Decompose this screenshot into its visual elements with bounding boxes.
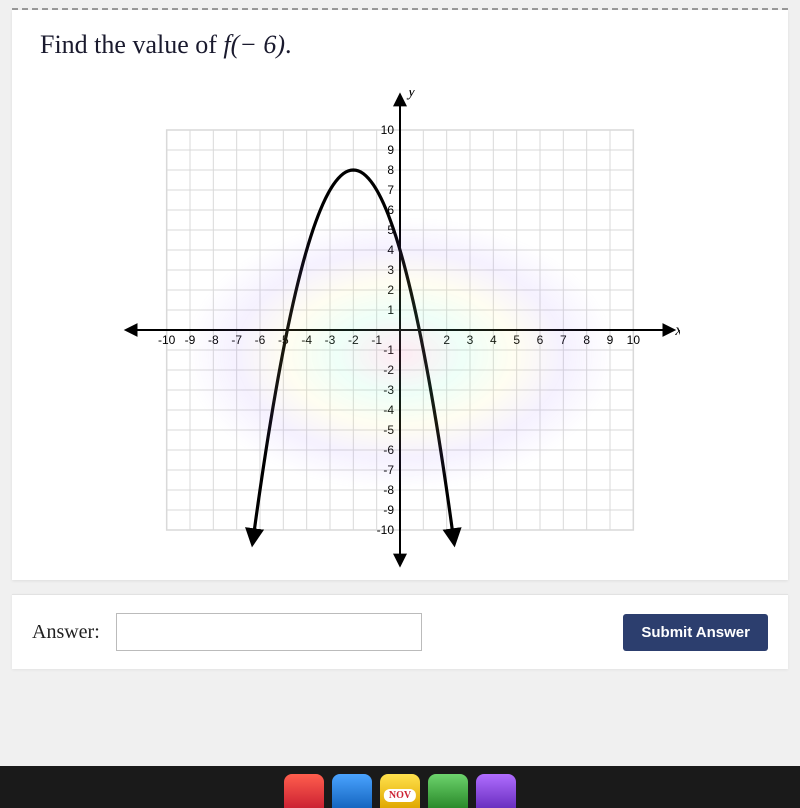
svg-text:1: 1 — [387, 303, 394, 317]
prompt-func: f — [223, 30, 230, 59]
svg-text:-1: -1 — [371, 333, 382, 347]
svg-text:4: 4 — [490, 333, 497, 347]
svg-text:6: 6 — [537, 333, 544, 347]
svg-text:-3: -3 — [325, 333, 336, 347]
svg-text:9: 9 — [607, 333, 614, 347]
graph-svg: xy-10-9-8-7-6-5-4-3-2-123456789101234567… — [120, 90, 680, 570]
answer-input[interactable] — [116, 613, 422, 651]
svg-text:2: 2 — [387, 283, 394, 297]
svg-text:-9: -9 — [185, 333, 196, 347]
prompt-arg: (− 6) — [231, 30, 285, 59]
svg-text:7: 7 — [560, 333, 567, 347]
svg-text:10: 10 — [627, 333, 641, 347]
svg-text:8: 8 — [387, 163, 394, 177]
svg-text:9: 9 — [387, 143, 394, 157]
svg-text:-3: -3 — [383, 383, 394, 397]
svg-text:-7: -7 — [383, 463, 394, 477]
svg-text:2: 2 — [443, 333, 450, 347]
svg-text:10: 10 — [381, 123, 395, 137]
question-card: Find the value of f(− 6). y = f(x) xy-10… — [12, 10, 788, 580]
answer-row: Answer: Submit Answer — [12, 594, 788, 669]
svg-text:4: 4 — [387, 243, 394, 257]
svg-text:-6: -6 — [255, 333, 266, 347]
svg-text:-10: -10 — [377, 523, 395, 537]
svg-text:-1: -1 — [383, 343, 394, 357]
svg-text:y: y — [406, 90, 416, 100]
svg-text:-10: -10 — [158, 333, 176, 347]
svg-text:3: 3 — [387, 263, 394, 277]
submit-answer-button[interactable]: Submit Answer — [623, 614, 768, 651]
svg-text:-8: -8 — [383, 483, 394, 497]
svg-text:3: 3 — [467, 333, 474, 347]
dock-calendar-badge: NOV — [384, 789, 416, 802]
prompt-suffix: . — [285, 30, 292, 59]
dock-app-icon[interactable] — [332, 774, 372, 808]
svg-text:5: 5 — [513, 333, 520, 347]
svg-text:-4: -4 — [301, 333, 312, 347]
svg-text:x: x — [674, 322, 680, 339]
dock-app-icon[interactable] — [284, 774, 324, 808]
prompt-prefix: Find the value of — [40, 30, 223, 59]
svg-text:7: 7 — [387, 183, 394, 197]
dock-app-icon[interactable] — [476, 774, 516, 808]
svg-text:-5: -5 — [383, 423, 394, 437]
svg-text:-7: -7 — [231, 333, 242, 347]
svg-text:-2: -2 — [348, 333, 359, 347]
graph-container: xy-10-9-8-7-6-5-4-3-2-123456789101234567… — [120, 90, 680, 570]
svg-text:-6: -6 — [383, 443, 394, 457]
svg-text:-4: -4 — [383, 403, 394, 417]
svg-text:-8: -8 — [208, 333, 219, 347]
svg-text:-2: -2 — [383, 363, 394, 377]
svg-text:8: 8 — [583, 333, 590, 347]
dock-app-icon[interactable]: NOV — [380, 774, 420, 808]
answer-label: Answer: — [32, 621, 100, 644]
dock-app-icon[interactable] — [428, 774, 468, 808]
question-prompt: Find the value of f(− 6). — [40, 30, 760, 60]
dock-bar: NOV — [0, 766, 800, 808]
svg-text:-9: -9 — [383, 503, 394, 517]
